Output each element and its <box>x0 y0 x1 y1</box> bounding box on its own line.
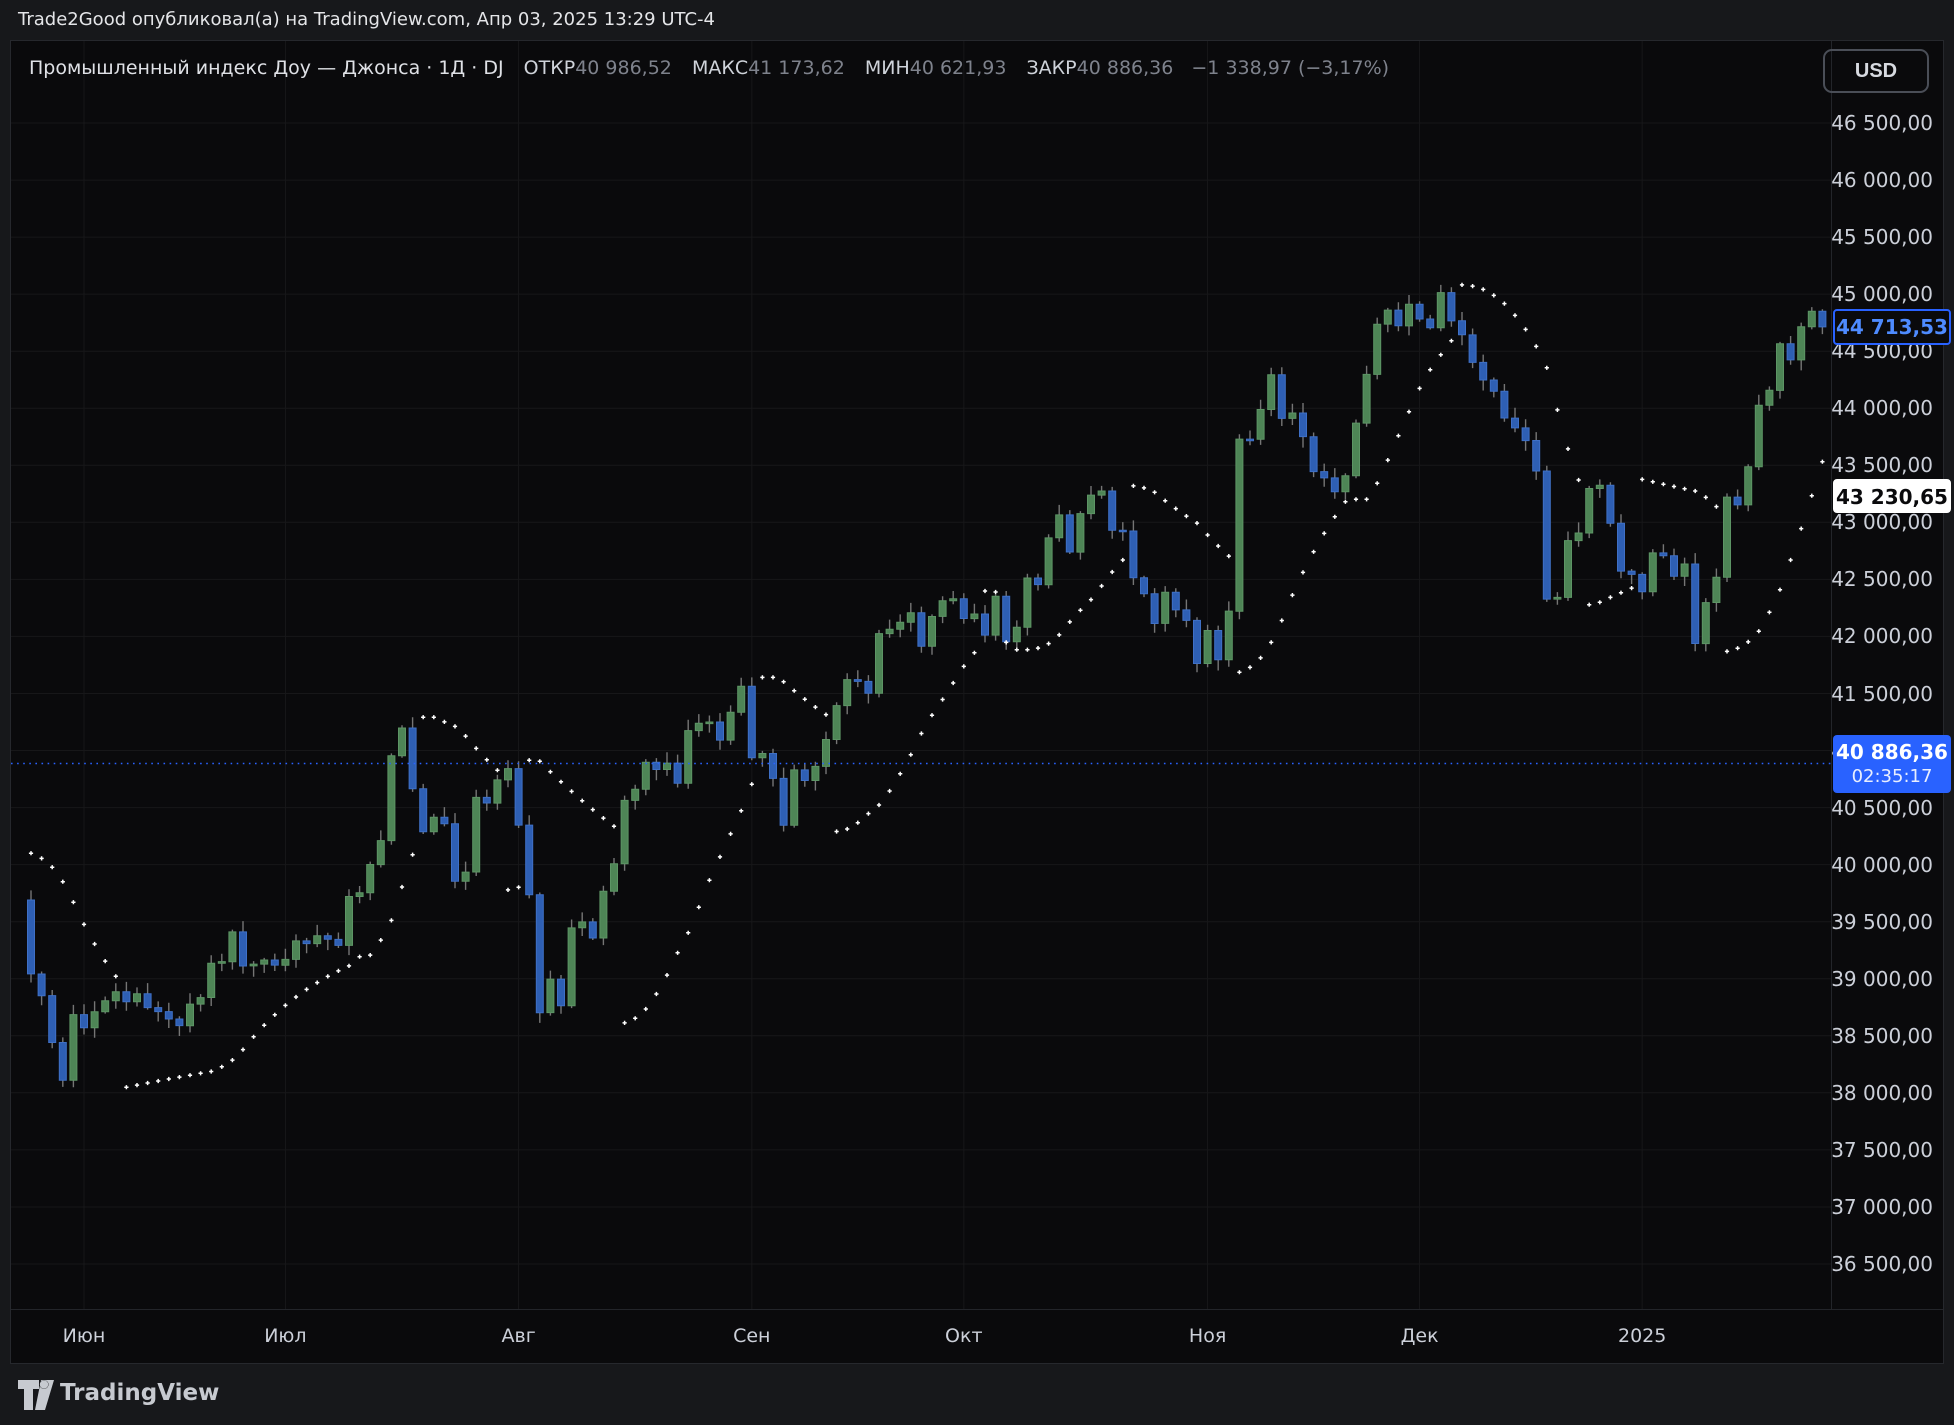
time-axis-label: 2025 <box>1618 1325 1667 1347</box>
time-axis-label: Сен <box>733 1325 771 1347</box>
time-axis-label: Дек <box>1400 1325 1439 1347</box>
footer-bar: TradingView <box>0 1364 1954 1425</box>
change-value: −1 338,97 (−3,17%) <box>1191 57 1390 79</box>
price-axis-label: 46 500,00 <box>1831 111 1933 135</box>
low-value: 40 621,93 <box>909 57 1007 79</box>
price-axis-label: 43 500,00 <box>1831 453 1933 478</box>
high-value: 41 173,62 <box>748 57 845 79</box>
price-axis-label: 40 500,00 <box>1831 795 1933 820</box>
price-axis-label: 37 000,00 <box>1831 1194 1933 1219</box>
price-axis-label: 38 500,00 <box>1831 1023 1933 1048</box>
publisher-text: Trade2Good опубликовал(а) на TradingView… <box>18 9 715 30</box>
time-axis-label: Окт <box>945 1325 983 1347</box>
price-axis-label: 45 000,00 <box>1831 282 1933 307</box>
time-axis-separator <box>11 1309 1943 1310</box>
price-axis-label: 41 500,00 <box>1831 681 1933 706</box>
open-value: 40 986,52 <box>575 57 672 79</box>
price-axis-label: 46 000,00 <box>1831 168 1933 193</box>
symbol-title[interactable]: Промышленный индекс Доу — Джонса · 1Д · … <box>29 57 504 79</box>
price-axis-label: 42 000,00 <box>1831 624 1933 649</box>
price-chart-canvas[interactable] <box>11 41 1943 1363</box>
close-value: 40 886,36 <box>1076 57 1174 79</box>
publisher-bar: Trade2Good опубликовал(а) на TradingView… <box>0 0 1954 40</box>
tradingview-logo-icon[interactable] <box>18 1380 54 1410</box>
price-axis-label: 39 500,00 <box>1831 909 1933 934</box>
time-axis[interactable]: Июн Июл Авг Сен Окт Ноя Дек 2025 <box>11 1310 1831 1363</box>
open-label: ОТКР <box>523 57 576 79</box>
time-axis-label: Июн <box>62 1325 106 1347</box>
price-axis-label: 43 000,00 <box>1831 510 1933 535</box>
currency-toggle-button[interactable]: USD <box>1823 49 1929 93</box>
chart-widget: Промышленный индекс Доу — Джонса · 1Д · … <box>10 40 1951 1364</box>
sar-value-label: 43 230,65 <box>1833 479 1951 514</box>
price-axis-label: 40 000,00 <box>1831 852 1933 877</box>
time-axis-label: Авг <box>501 1325 536 1347</box>
time-axis-label: Июл <box>264 1325 307 1347</box>
price-axis-label: 39 000,00 <box>1831 966 1933 991</box>
price-axis-separator <box>1831 41 1832 1309</box>
tradingview-brand-text[interactable]: TradingView <box>60 1380 220 1406</box>
price-axis-label: 42 500,00 <box>1831 567 1933 592</box>
price-axis-label: 36 500,00 <box>1831 1252 1933 1276</box>
time-axis-label: Ноя <box>1188 1325 1227 1347</box>
price-axis[interactable]: 46 500,00 46 000,00 45 500,00 45 000,00 44 5… <box>1831 41 1943 1309</box>
chart-legend: Промышленный индекс Доу — Джонса · 1Д · … <box>29 55 1389 81</box>
close-label: ЗАКР <box>1026 57 1077 79</box>
price-axis-label: 37 500,00 <box>1831 1137 1933 1162</box>
current-price-label: 40 886,36 02:35:17 <box>1833 734 1951 793</box>
price-axis-label: 45 500,00 <box>1831 225 1933 250</box>
high-label: МАКС <box>691 57 749 79</box>
countdown-timer: 02:35:17 <box>1851 765 1933 787</box>
price-axis-label: 44 000,00 <box>1831 396 1933 421</box>
last-close-price-label: 44 713,53 <box>1833 308 1951 345</box>
current-price-value: 40 886,36 <box>1836 739 1948 764</box>
price-axis-label: 38 000,00 <box>1831 1080 1933 1105</box>
low-label: МИН <box>864 57 910 79</box>
